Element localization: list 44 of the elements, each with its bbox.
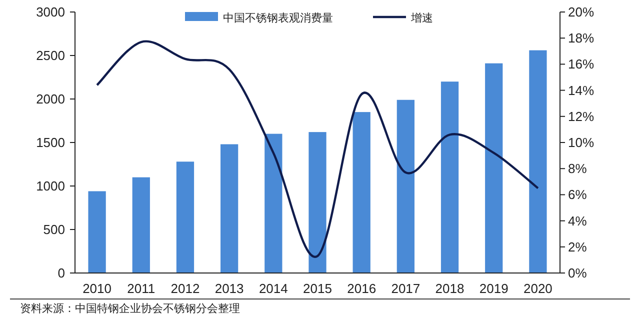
legend-label: 增速 — [410, 12, 433, 24]
bar — [485, 63, 503, 273]
bar — [88, 191, 106, 273]
bar — [529, 50, 547, 273]
bar — [176, 162, 194, 273]
x-tick-label: 2011 — [127, 281, 156, 296]
x-tick-label: 2016 — [347, 281, 376, 296]
y2-tick-label: 4% — [568, 213, 588, 228]
y2-tick-label: 6% — [568, 187, 588, 202]
y-tick-label: 2500 — [36, 48, 65, 63]
x-tick-label: 2012 — [170, 281, 200, 296]
y-tick-label: 500 — [43, 222, 65, 237]
bar — [352, 112, 370, 273]
x-tick-label: 2010 — [82, 281, 112, 296]
bar — [440, 82, 459, 273]
y2-tick-label: 12% — [568, 108, 594, 124]
y2-tick-label: 8% — [568, 161, 588, 176]
y-tick-label: 1000 — [36, 178, 65, 194]
x-tick-label: 2014 — [258, 281, 288, 296]
x-tick-label: 2020 — [523, 281, 552, 296]
y-tick-label: 3000 — [36, 4, 65, 20]
y2-tick-label: 18% — [568, 30, 594, 46]
bar — [308, 132, 326, 273]
y-tick-label: 1500 — [36, 135, 65, 150]
y2-tick-label: 2% — [568, 239, 588, 254]
y2-tick-label: 16% — [568, 56, 594, 72]
line-series — [96, 40, 540, 258]
x-tick-label: 2017 — [391, 281, 420, 296]
y-tick-label: 0 — [58, 266, 65, 280]
bar — [132, 177, 150, 273]
bar — [264, 134, 282, 273]
y2-tick-label: 10% — [568, 135, 594, 150]
bar — [220, 144, 238, 273]
x-tick-label: 2018 — [435, 281, 464, 296]
y2-tick-label: 20% — [568, 4, 594, 20]
x-tick-label: 2019 — [479, 281, 508, 296]
y2-tick-label: 0% — [568, 266, 588, 280]
bar — [396, 100, 414, 273]
y2-tick-label: 14% — [568, 82, 594, 98]
y-tick-label: 2000 — [36, 92, 65, 106]
legend-label: 中国不锈钢表观消费量 — [223, 12, 333, 24]
x-tick-label: 2015 — [303, 281, 332, 296]
text: 资料来源：中国特钢企业协会不锈钢分会整理 — [20, 302, 240, 315]
x-tick-label: 2013 — [214, 281, 244, 296]
